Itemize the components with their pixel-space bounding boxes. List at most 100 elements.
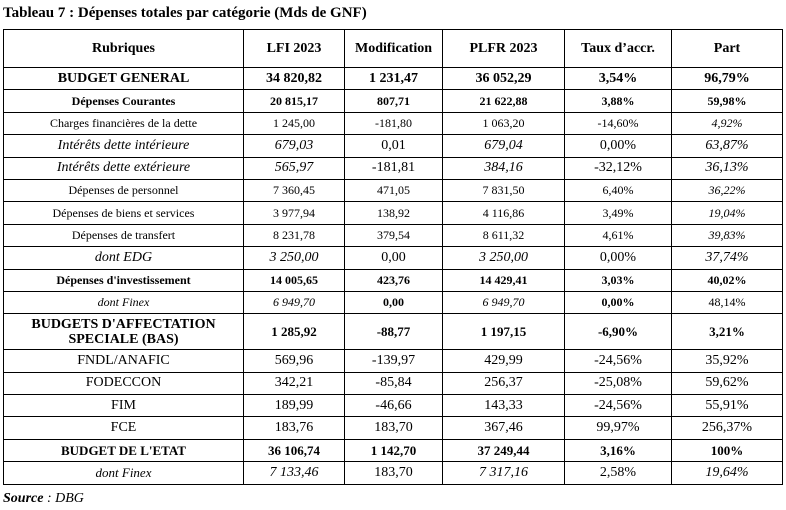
cell-mod: -139,97	[344, 349, 443, 373]
row-label: FODECCON	[3, 371, 244, 396]
cell-taux: -25,08%	[564, 371, 672, 396]
cell-plfr: 367,46	[442, 416, 565, 440]
table-row: FNDL/ANAFIC 569,96 -139,97 429,99 -24,56…	[3, 349, 783, 373]
cell-lfi: 1 245,00	[243, 111, 345, 136]
table-row: Charges financières de la dette 1 245,00…	[3, 111, 783, 136]
source-note: Source : DBG	[3, 491, 84, 507]
cell-part: 35,92%	[671, 349, 783, 373]
table-row: dont EDG 3 250,00 0,00 3 250,00 0,00% 37…	[3, 246, 783, 270]
cell-mod: 807,71	[344, 89, 443, 113]
cell-lfi: 189,99	[243, 394, 345, 418]
cell-part: 40,02%	[671, 268, 783, 292]
cell-mod: 138,92	[344, 201, 443, 225]
cell-taux: 99,97%	[564, 416, 672, 440]
cell-lfi: 8 231,78	[243, 223, 345, 248]
cell-plfr: 3 250,00	[442, 246, 565, 270]
cell-plfr: 6 949,70	[442, 290, 565, 315]
table-row: BUDGET DE L'ETAT 36 106,74 1 142,70 37 2…	[3, 438, 783, 463]
cell-lfi: 3 250,00	[243, 246, 345, 270]
cell-mod: 0,01	[344, 134, 443, 158]
cell-lfi: 6 949,70	[243, 290, 345, 315]
cell-plfr: 1 197,15	[442, 313, 565, 351]
cell-taux: 0,00%	[564, 246, 672, 270]
cell-taux: 3,03%	[564, 268, 672, 292]
cell-mod: 1 142,70	[344, 438, 443, 463]
cell-plfr: 8 611,32	[442, 223, 565, 248]
cell-part: 39,83%	[671, 223, 783, 248]
row-label: Charges financières de la dette	[3, 111, 244, 136]
table-row: BUDGET GENERAL 34 820,82 1 231,47 36 052…	[3, 66, 783, 91]
cell-taux: -6,90%	[564, 313, 672, 351]
cell-lfi: 565,97	[243, 156, 345, 180]
cell-lfi: 34 820,82	[243, 66, 345, 91]
cell-part: 48,14%	[671, 290, 783, 315]
cell-part: 96,79%	[671, 66, 783, 91]
row-label: BUDGET DE L'ETAT	[3, 438, 244, 463]
cell-plfr: 429,99	[442, 349, 565, 373]
cell-taux: 0,00%	[564, 290, 672, 315]
cell-taux: 6,40%	[564, 178, 672, 203]
cell-lfi: 7 360,45	[243, 178, 345, 203]
cell-mod: 183,70	[344, 416, 443, 440]
table-row: Intérêts dette extérieure 565,97 -181,81…	[3, 156, 783, 180]
table-row: FIM 189,99 -46,66 143,33 -24,56% 55,91%	[3, 394, 783, 418]
row-label: BUDGET GENERAL	[3, 66, 244, 91]
cell-mod: 379,54	[344, 223, 443, 248]
row-label: BUDGETS D'AFFECTATION SPECIALE (BAS)	[3, 313, 244, 351]
cell-plfr: 256,37	[442, 371, 565, 396]
row-label: FCE	[3, 416, 244, 440]
row-label: Dépenses de personnel	[3, 178, 244, 203]
cell-lfi: 569,96	[243, 349, 345, 373]
cell-taux: 3,49%	[564, 201, 672, 225]
cell-lfi: 3 977,94	[243, 201, 345, 225]
cell-taux: 4,61%	[564, 223, 672, 248]
table-row: Intérêts dette intérieure 679,03 0,01 67…	[3, 134, 783, 158]
cell-mod: 0,00	[344, 246, 443, 270]
cell-taux: 3,88%	[564, 89, 672, 113]
cell-mod: 183,70	[344, 461, 443, 485]
cell-mod: -181,80	[344, 111, 443, 136]
cell-lfi: 1 285,92	[243, 313, 345, 351]
cell-part: 63,87%	[671, 134, 783, 158]
row-label: Dépenses de biens et services	[3, 201, 244, 225]
column-header: Modification	[344, 29, 443, 68]
cell-part: 59,62%	[671, 371, 783, 396]
cell-plfr: 21 622,88	[442, 89, 565, 113]
cell-part: 256,37%	[671, 416, 783, 440]
column-header: Rubriques	[3, 29, 244, 68]
table-title: Tableau 7 : Dépenses totales par catégor…	[3, 5, 367, 21]
cell-taux: -24,56%	[564, 394, 672, 418]
cell-lfi: 679,03	[243, 134, 345, 158]
cell-mod: 0,00	[344, 290, 443, 315]
cell-lfi: 20 815,17	[243, 89, 345, 113]
cell-part: 4,92%	[671, 111, 783, 136]
cell-plfr: 37 249,44	[442, 438, 565, 463]
cell-plfr: 7 831,50	[442, 178, 565, 203]
column-header: LFI 2023	[243, 29, 345, 68]
table-row: dont Finex 7 133,46 183,70 7 317,16 2,58…	[3, 461, 783, 485]
source-value: : DBG	[43, 491, 84, 506]
table-row: Dépenses d'investissement 14 005,65 423,…	[3, 268, 783, 292]
row-label: Dépenses d'investissement	[3, 268, 244, 292]
cell-mod: 471,05	[344, 178, 443, 203]
column-header: Taux d’accr.	[564, 29, 672, 68]
table-row: FODECCON 342,21 -85,84 256,37 -25,08% 59…	[3, 371, 783, 396]
header-row: Rubriques LFI 2023 Modification PLFR 202…	[3, 29, 783, 68]
cell-plfr: 36 052,29	[442, 66, 565, 91]
cell-mod: 1 231,47	[344, 66, 443, 91]
row-label: Intérêts dette extérieure	[3, 156, 244, 180]
expenses-table: Rubriques LFI 2023 Modification PLFR 202…	[3, 29, 783, 485]
source-label: Source	[3, 491, 44, 506]
cell-plfr: 4 116,86	[442, 201, 565, 225]
cell-taux: 3,54%	[564, 66, 672, 91]
cell-taux: -14,60%	[564, 111, 672, 136]
row-label: Dépenses de transfert	[3, 223, 244, 248]
table-row: BUDGETS D'AFFECTATION SPECIALE (BAS) 1 2…	[3, 313, 783, 351]
cell-plfr: 1 063,20	[442, 111, 565, 136]
cell-part: 19,04%	[671, 201, 783, 225]
cell-mod: -88,77	[344, 313, 443, 351]
cell-part: 3,21%	[671, 313, 783, 351]
cell-lfi: 183,76	[243, 416, 345, 440]
cell-part: 36,22%	[671, 178, 783, 203]
cell-plfr: 384,16	[442, 156, 565, 180]
